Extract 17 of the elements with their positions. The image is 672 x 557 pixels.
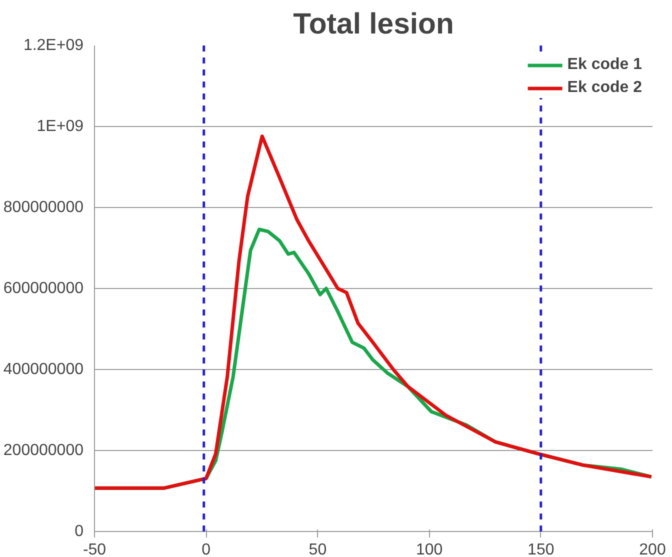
y-tick-label: 400000000 <box>3 361 84 378</box>
x-tick-label: 100 <box>416 542 443 557</box>
chart-title: Total lesion <box>293 8 454 40</box>
line-series <box>94 134 652 490</box>
x-tick-label: 0 <box>202 542 211 557</box>
legend-label: Ek code 2 <box>567 79 642 97</box>
y-tick-label: 600000000 <box>3 280 84 297</box>
x-tick-label: -50 <box>82 542 106 557</box>
legend-label: Ek code 1 <box>567 56 642 74</box>
y-tick-label: 800000000 <box>3 199 84 216</box>
y-tick-label: 200000000 <box>3 442 84 459</box>
x-tick-label: 150 <box>528 542 554 557</box>
x-tick-label: 200 <box>639 542 666 557</box>
y-tick-label: 1E+09 <box>36 118 84 135</box>
y-tick-label: 0 <box>74 523 84 540</box>
y-tick-label: 1.2E+09 <box>23 37 84 54</box>
x-tick-label: 50 <box>308 542 327 557</box>
